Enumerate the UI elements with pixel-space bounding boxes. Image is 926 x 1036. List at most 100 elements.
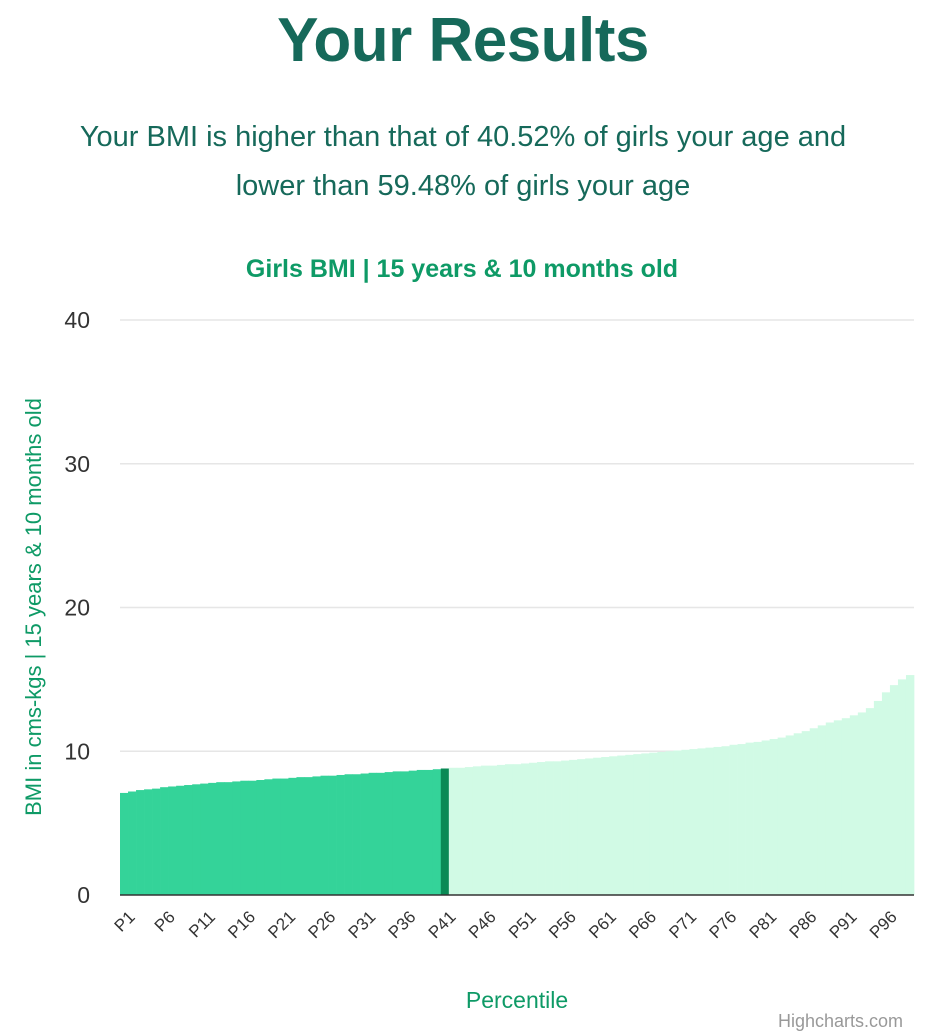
bar-p42[interactable] xyxy=(448,767,458,895)
bar-p12[interactable] xyxy=(208,782,217,896)
bar-p82[interactable] xyxy=(769,739,779,895)
bar-p64[interactable] xyxy=(625,754,634,895)
bar-p62[interactable] xyxy=(609,756,618,895)
bar-p2[interactable] xyxy=(128,791,137,896)
bar-p19[interactable] xyxy=(264,779,273,895)
bar-p34[interactable] xyxy=(384,772,394,895)
bar-p50[interactable] xyxy=(512,764,522,895)
bar-p72[interactable] xyxy=(689,749,698,895)
bar-p56[interactable] xyxy=(561,760,570,895)
bar-p49[interactable] xyxy=(504,764,514,895)
bar-p77[interactable] xyxy=(729,744,738,895)
bar-p53[interactable] xyxy=(537,762,546,895)
bar-p71[interactable] xyxy=(681,749,690,895)
bar-p89[interactable] xyxy=(825,722,835,896)
bar-p79[interactable] xyxy=(745,742,754,896)
bar-p18[interactable] xyxy=(256,780,265,895)
bar-p83[interactable] xyxy=(777,737,787,895)
bar-p22[interactable] xyxy=(288,777,297,895)
bar-p26[interactable] xyxy=(320,775,329,895)
bar-p97[interactable] xyxy=(889,685,899,896)
bar-p63[interactable] xyxy=(617,755,626,895)
bar-p60[interactable] xyxy=(593,757,602,895)
bar-p4[interactable] xyxy=(144,789,153,895)
bar-p32[interactable] xyxy=(368,772,377,895)
bar-p45[interactable] xyxy=(472,766,482,895)
bar-p73[interactable] xyxy=(697,748,706,896)
highcharts-credit[interactable]: Highcharts.com xyxy=(778,1011,903,1031)
bar-p80[interactable] xyxy=(753,741,762,895)
bar-p40[interactable] xyxy=(432,769,442,895)
bar-p3[interactable] xyxy=(136,790,145,895)
bar-p86[interactable] xyxy=(801,731,811,896)
bar-p96[interactable] xyxy=(881,692,891,895)
bar-p38[interactable] xyxy=(416,769,426,895)
bar-p91[interactable] xyxy=(841,718,851,895)
bar-p5[interactable] xyxy=(152,788,161,896)
bar-p57[interactable] xyxy=(569,759,578,896)
bar-p48[interactable] xyxy=(496,764,506,895)
bar-p31[interactable] xyxy=(360,773,369,895)
bar-p16[interactable] xyxy=(240,780,249,895)
bar-p21[interactable] xyxy=(280,778,289,895)
bar-p14[interactable] xyxy=(224,782,233,895)
bar-p88[interactable] xyxy=(817,725,827,896)
bar-p29[interactable] xyxy=(344,774,353,895)
bar-p75[interactable] xyxy=(713,746,722,895)
bar-p28[interactable] xyxy=(336,774,345,895)
bar-p15[interactable] xyxy=(232,781,241,895)
bar-p39[interactable] xyxy=(424,769,434,895)
bar-p41[interactable] xyxy=(440,768,450,896)
bar-p65[interactable] xyxy=(633,754,642,896)
bar-p94[interactable] xyxy=(865,708,875,896)
bar-p17[interactable] xyxy=(248,780,257,895)
bar-p95[interactable] xyxy=(873,700,883,895)
bar-p37[interactable] xyxy=(408,770,418,895)
bar-p44[interactable] xyxy=(464,767,474,895)
bar-p68[interactable] xyxy=(657,751,666,895)
bar-p20[interactable] xyxy=(272,778,281,895)
bar-p92[interactable] xyxy=(849,715,859,895)
bar-p30[interactable] xyxy=(352,774,361,895)
bar-p85[interactable] xyxy=(793,733,803,895)
bar-p81[interactable] xyxy=(761,740,770,895)
bar-p84[interactable] xyxy=(785,735,795,895)
bar-p35[interactable] xyxy=(392,771,402,896)
bar-p11[interactable] xyxy=(200,783,209,895)
bar-p47[interactable] xyxy=(488,765,498,896)
bar-p23[interactable] xyxy=(296,777,305,896)
bar-p36[interactable] xyxy=(400,771,410,896)
bar-p43[interactable] xyxy=(456,767,466,895)
bar-p78[interactable] xyxy=(737,744,746,895)
bar-p55[interactable] xyxy=(553,761,562,895)
bar-p70[interactable] xyxy=(673,750,682,895)
bar-p69[interactable] xyxy=(665,751,674,895)
bar-p52[interactable] xyxy=(529,762,538,895)
bar-p67[interactable] xyxy=(649,752,658,895)
bar-p51[interactable] xyxy=(521,763,530,895)
bar-p1[interactable] xyxy=(120,792,129,895)
bar-p54[interactable] xyxy=(545,761,554,895)
bar-p46[interactable] xyxy=(480,765,490,896)
bar-p24[interactable] xyxy=(304,777,313,896)
bar-p9[interactable] xyxy=(184,785,193,895)
bar-p59[interactable] xyxy=(585,758,594,895)
bar-p66[interactable] xyxy=(641,753,650,895)
bar-p7[interactable] xyxy=(168,786,177,895)
bar-p10[interactable] xyxy=(192,784,201,895)
bar-p27[interactable] xyxy=(328,775,337,895)
bar-p74[interactable] xyxy=(705,747,714,895)
bar-p13[interactable] xyxy=(216,782,225,895)
bar-p61[interactable] xyxy=(601,757,610,895)
bar-p90[interactable] xyxy=(833,720,843,895)
bar-p98[interactable] xyxy=(897,679,907,896)
bar-p76[interactable] xyxy=(721,746,730,895)
bar-p33[interactable] xyxy=(376,772,386,895)
bar-p87[interactable] xyxy=(809,728,819,895)
bar-p6[interactable] xyxy=(160,787,169,895)
bar-p93[interactable] xyxy=(857,712,867,895)
bar-p58[interactable] xyxy=(577,759,586,895)
bar-p25[interactable] xyxy=(312,776,321,895)
bar-p8[interactable] xyxy=(176,785,185,895)
bar-p99[interactable] xyxy=(905,675,915,895)
